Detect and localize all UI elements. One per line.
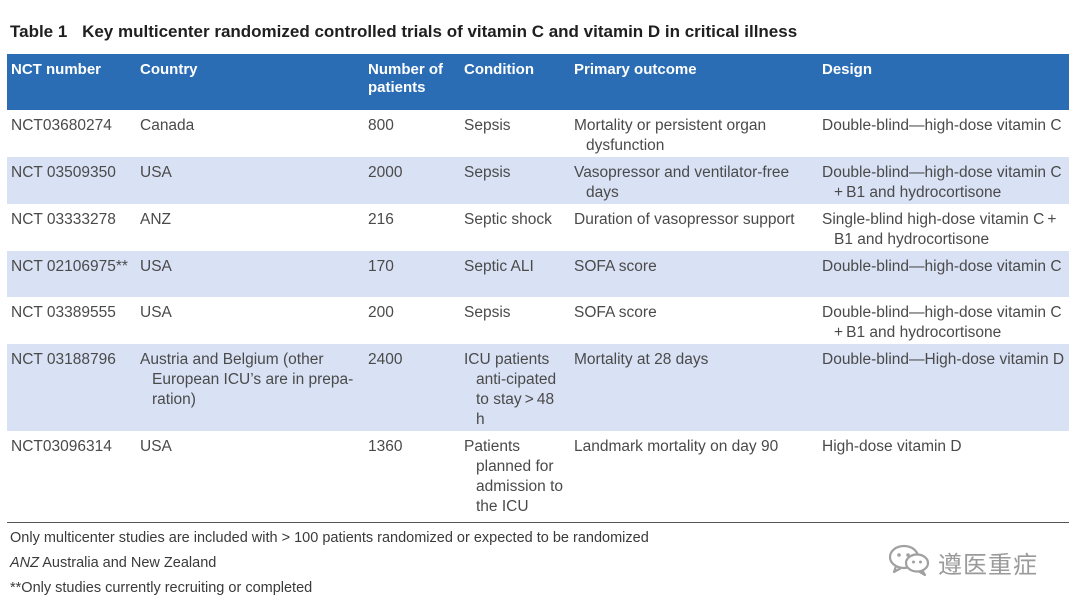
footnote-abbr-definition: Australia and New Zealand — [42, 555, 217, 571]
condition-cell: Sepsis — [464, 117, 511, 134]
table-caption: Key multicenter randomized controlled tr… — [82, 22, 798, 41]
patients-cell: 800 — [368, 117, 394, 134]
nct-cell: NCT 02106975** — [11, 258, 128, 275]
nct-cell: NCT 03333278 — [11, 211, 116, 228]
watermark-text: 遵医重症 — [938, 550, 1038, 579]
nct-cell: NCT 03509350 — [11, 164, 116, 181]
patients-cell: 2400 — [368, 351, 403, 368]
nct-cell: NCT 03389555 — [11, 304, 116, 321]
table-header-row: NCT number Country Number of patients Co… — [7, 54, 1069, 110]
patients-cell: 2000 — [368, 164, 403, 181]
outcome-cell: SOFA score — [574, 304, 657, 321]
country-cell: USA — [140, 438, 172, 455]
country-cell: Austria and Belgium (other European ICU’… — [140, 351, 354, 408]
outcome-cell: Mortality at 28 days — [574, 351, 709, 368]
table-label: Table 1 — [10, 22, 68, 41]
column-header: Country — [140, 61, 198, 78]
watermark: 遵医重症 — [888, 544, 1038, 580]
patients-cell: 200 — [368, 304, 394, 321]
column-header: Condition — [464, 61, 534, 78]
nct-cell: NCT03680274 — [11, 117, 112, 134]
condition-cell: Sepsis — [464, 164, 511, 181]
footnote-multicenter: Only multicenter studies are included wi… — [10, 530, 649, 546]
table-row: NCT03680274 Canada 800 Sepsis Mortality … — [7, 110, 1069, 157]
column-header: NCT number — [11, 61, 101, 78]
design-cell: Double-blind—high-dose vitamin C — [822, 117, 1062, 134]
column-header: Number of patients — [368, 61, 443, 96]
outcome-cell: SOFA score — [574, 258, 657, 275]
design-cell: Double-blind—high-dose vitamin C + B1 an… — [822, 304, 1065, 341]
design-cell: Double-blind—high-dose vitamin C + B1 an… — [822, 164, 1065, 201]
footnote-abbreviation: ANZ Australia and New Zealand — [10, 555, 216, 571]
patients-cell: 216 — [368, 211, 394, 228]
outcome-cell: Mortality or persistent organ dysfunctio… — [574, 117, 767, 154]
condition-cell: Septic ALI — [464, 258, 534, 275]
column-header: Primary outcome — [574, 61, 697, 78]
country-cell: USA — [140, 164, 172, 181]
condition-cell: Septic shock — [464, 211, 552, 228]
outcome-cell: Vasopressor and ventilator-free days — [574, 164, 790, 201]
table-row: NCT 03333278 ANZ 216 Septic shock Durati… — [7, 204, 1069, 251]
table-bottom-rule — [7, 522, 1069, 523]
footnote-abbr-term: ANZ — [10, 555, 39, 571]
design-cell: Single-blind high-dose vitamin C + B1 an… — [822, 211, 1060, 248]
country-cell: USA — [140, 304, 172, 321]
country-cell: ANZ — [140, 211, 171, 228]
wechat-icon — [888, 543, 930, 582]
table-row: NCT 03188796 Austria and Belgium (other … — [7, 344, 1069, 431]
nct-cell: NCT03096314 — [11, 438, 112, 455]
design-cell: Double-blind—High-dose vitamin D — [822, 351, 1065, 368]
patients-cell: 1360 — [368, 438, 403, 455]
design-cell: High-dose vitamin D — [822, 438, 962, 455]
table-row: NCT 03509350 USA 2000 Sepsis Vasopressor… — [7, 157, 1069, 204]
column-header: Design — [822, 61, 873, 78]
country-cell: USA — [140, 258, 172, 275]
patients-cell: 170 — [368, 258, 394, 275]
country-cell: Canada — [140, 117, 195, 134]
condition-cell: Sepsis — [464, 304, 511, 321]
outcome-cell: Landmark mortality on day 90 — [574, 438, 779, 455]
table-row: NCT 03389555 USA 200 Sepsis SOFA score D… — [7, 297, 1069, 344]
design-cell: Double-blind—high-dose vitamin C — [822, 258, 1062, 275]
condition-cell: Patients planned for admission to the IC… — [464, 438, 564, 515]
table-row: NCT03096314 USA 1360 Patients planned fo… — [7, 431, 1069, 518]
table-row: NCT 02106975** USA 170 Septic ALI SOFA s… — [7, 251, 1069, 297]
footnote-recruiting: **Only studies currently recruiting or c… — [10, 580, 313, 596]
outcome-cell: Duration of vasopressor support — [574, 211, 795, 228]
table-title: Table 1 Key multicenter randomized contr… — [10, 22, 797, 42]
trials-table: NCT number Country Number of patients Co… — [7, 54, 1069, 518]
nct-cell: NCT 03188796 — [11, 351, 116, 368]
condition-cell: ICU patients anti-cipated to stay > 48 h — [464, 351, 557, 428]
